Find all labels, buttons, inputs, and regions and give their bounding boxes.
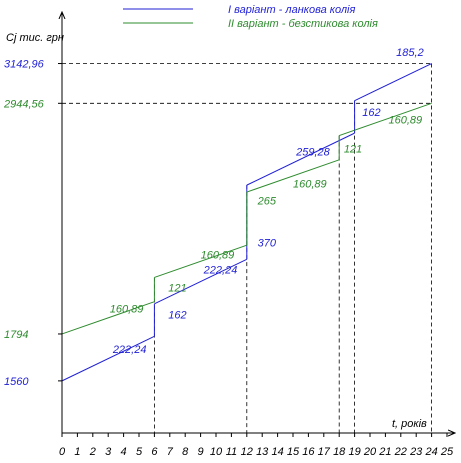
y-axis-label: Cj тис. грн: [6, 32, 64, 44]
annotation-14: 160,89: [388, 114, 422, 126]
y-tick-label-2: 2944,56: [3, 98, 45, 110]
series-2-segment-3: [246, 159, 340, 193]
x-tick-label-17: 17: [318, 446, 331, 458]
series-2-segment-1: [61, 301, 155, 335]
x-tick-label-22: 22: [394, 446, 407, 458]
y-tick-label-1: 3142,96: [4, 59, 45, 71]
annotation-3: 222,24: [203, 265, 238, 277]
x-tick-label-14: 14: [271, 446, 283, 458]
annotation-11: 265: [257, 195, 277, 207]
annotation-4: 370: [258, 238, 277, 250]
annotation-13: 121: [344, 143, 362, 155]
series-1-segment-2: [154, 258, 248, 305]
annotation-7: 185,2: [396, 47, 424, 59]
annotation-12: 160,89: [293, 178, 327, 190]
x-ticks: 0 1 2 3 4 5 6 7 8 9 10 11 12 13 14 15 16 17 18 19 20 21 22 23 24…: [59, 433, 454, 458]
series-1-segment-3: [246, 132, 355, 186]
annotation-1: 222,24: [112, 344, 147, 356]
series-1-segment-1: [61, 335, 155, 382]
annotation-9: 121: [168, 283, 186, 295]
series-lines: [61, 63, 432, 382]
x-tick-label-20: 20: [363, 446, 377, 458]
series-2-segment-4: [339, 102, 432, 137]
x-tick-label-2: 2: [89, 446, 96, 458]
x-tick-label-11: 11: [226, 446, 237, 458]
x-tick-label-15: 15: [287, 446, 300, 458]
x-tick-label-16: 16: [302, 446, 315, 458]
x-tick-label-8: 8: [182, 446, 189, 458]
annotation-2: 162: [168, 310, 186, 322]
x-axis-label: t, років: [392, 418, 427, 430]
x-tick-label-25: 25: [440, 446, 454, 458]
legend: I варіант - ланкова колія II варіант - бе…: [123, 4, 378, 30]
y-tick-label-4: 1560: [4, 376, 29, 388]
annotation-5: 259,28: [295, 146, 331, 158]
x-tick-label-4: 4: [121, 446, 127, 458]
annotation-6: 162: [362, 107, 380, 119]
x-tick-label-5: 5: [136, 446, 143, 458]
x-tick-label-19: 19: [348, 446, 360, 458]
x-tick-label-13: 13: [256, 446, 269, 458]
y-tick-label-3: 1794: [4, 329, 28, 341]
annotations: 222,24 162 222,24 370 259,28 162 185,2 160,89 12…: [110, 47, 424, 356]
x-tick-label-3: 3: [105, 446, 112, 458]
annotation-10: 160,89: [201, 250, 235, 262]
series-2-segment-2: [154, 244, 247, 278]
legend-label-2: II варіант - безстикова колія: [228, 18, 378, 30]
annotation-8: 160,89: [110, 304, 144, 316]
x-tick-label-12: 12: [241, 446, 253, 458]
x-tick-label-1: 1: [74, 446, 80, 458]
legend-label-1: I варіант - ланкова колія: [228, 4, 355, 16]
x-tick-label-23: 23: [409, 446, 423, 458]
x-tick-label-7: 7: [167, 446, 174, 458]
x-tick-label-6: 6: [151, 446, 158, 458]
guide-lines: [62, 63, 433, 433]
x-tick-label-9: 9: [198, 446, 204, 458]
x-tick-label-0: 0: [59, 446, 66, 458]
x-tick-label-21: 21: [378, 446, 391, 458]
x-tick-label-24: 24: [424, 446, 437, 458]
x-tick-label-10: 10: [210, 446, 223, 458]
x-tick-label-18: 18: [333, 446, 346, 458]
series-1-segment-4: [354, 63, 432, 102]
y-ticks: 3142,96 2944,56 1794 1560: [3, 59, 62, 388]
